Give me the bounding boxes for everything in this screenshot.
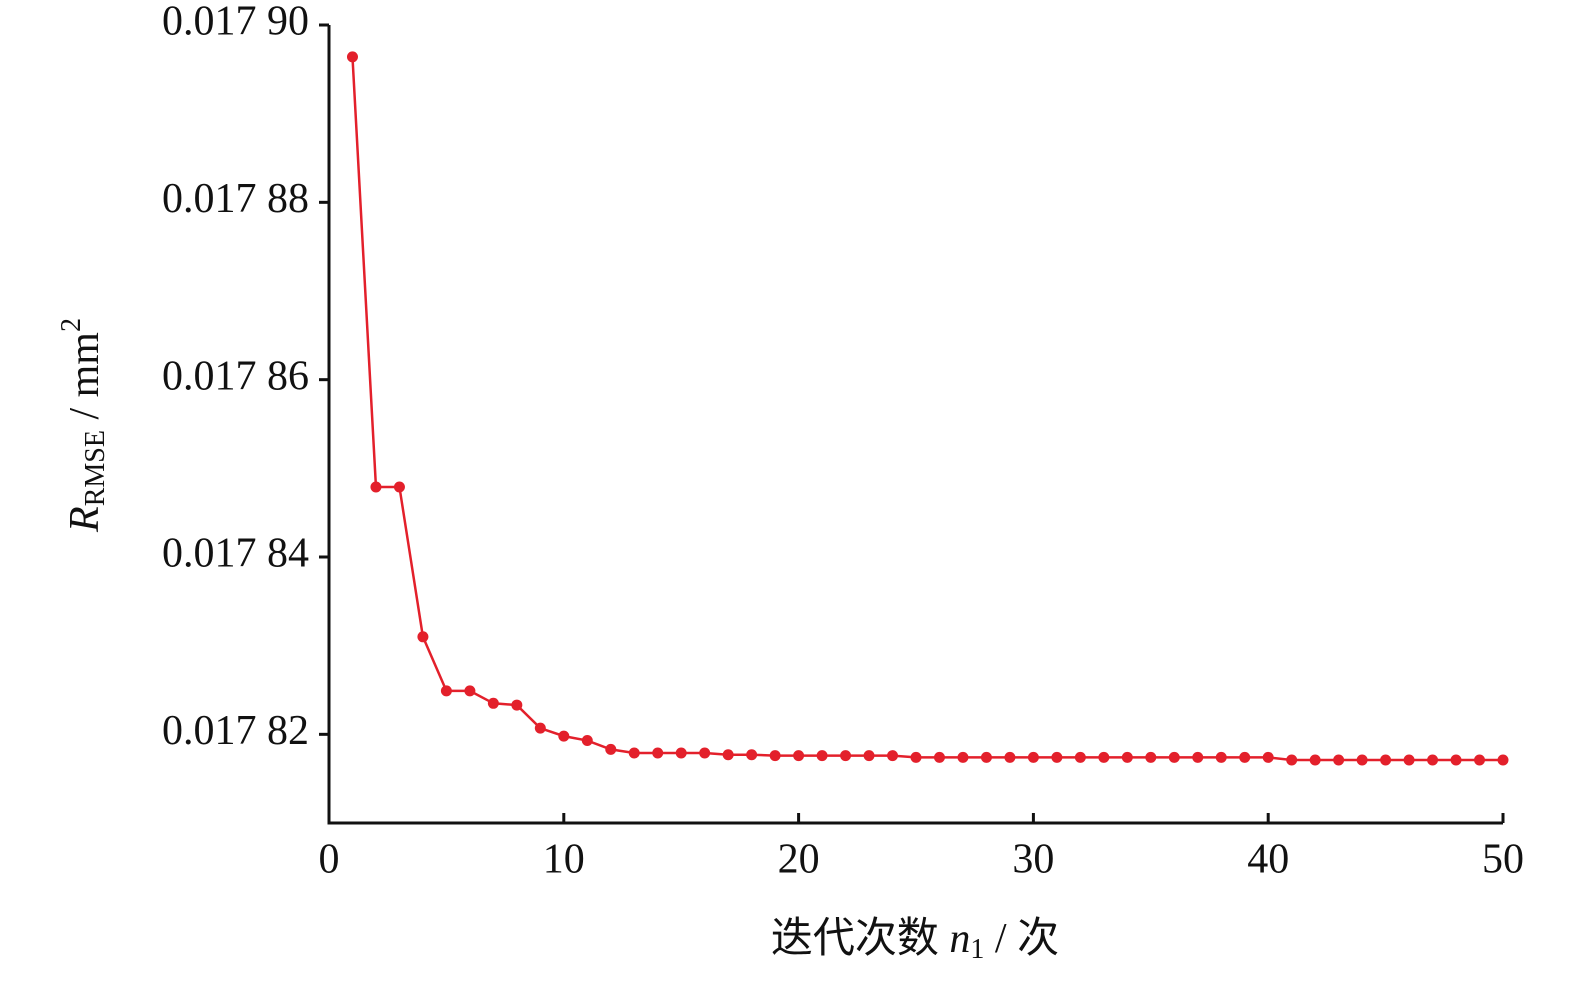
data-point	[1027, 751, 1039, 763]
data-point	[1286, 754, 1298, 766]
data-point	[722, 749, 734, 761]
data-point	[511, 699, 523, 711]
data-line	[351, 56, 1503, 762]
y-axis-label-group: RRMSE / mm2	[56, 318, 111, 533]
data-point	[440, 685, 452, 697]
y-label-superscript: 2	[56, 318, 87, 332]
data-point	[1474, 754, 1486, 766]
y-tick-label: 0.017 82	[162, 708, 309, 754]
data-point	[605, 743, 617, 755]
data-point	[793, 750, 805, 762]
data-point	[1380, 754, 1392, 766]
x-label-symbol: n	[949, 916, 970, 962]
data-point	[1403, 754, 1415, 766]
data-point	[487, 697, 499, 709]
data-point	[933, 751, 945, 763]
data-point	[1192, 751, 1204, 763]
data-point	[346, 51, 358, 63]
data-point	[769, 750, 781, 762]
y-label-unit: / mm	[62, 332, 108, 430]
data-point	[534, 722, 546, 734]
data-point	[628, 747, 640, 759]
data-point	[1262, 751, 1274, 763]
data-point	[464, 685, 476, 697]
x-axis-label: 迭代次数 n1 / 次	[771, 916, 1059, 966]
data-point	[1333, 754, 1345, 766]
y-tick-label: 0.017 88	[162, 176, 309, 222]
data-point	[370, 481, 382, 493]
data-point	[652, 747, 664, 759]
x-tick-label: 40	[1247, 837, 1289, 883]
data-point	[863, 750, 875, 762]
data-point	[1427, 754, 1439, 766]
data-point	[417, 631, 429, 643]
y-tick-label: 0.017 86	[162, 353, 309, 399]
x-tick-label: 10	[543, 837, 585, 883]
data-point	[393, 481, 405, 493]
x-tick-label: 20	[778, 837, 820, 883]
x-label-text: 迭代次数	[771, 916, 950, 962]
y-tick-label: 0.017 84	[162, 531, 309, 577]
data-point	[1239, 751, 1251, 763]
data-point	[1497, 754, 1509, 766]
data-point	[1450, 754, 1462, 766]
x-tick-label: 30	[1012, 837, 1054, 883]
data-point	[840, 750, 852, 762]
data-point	[1074, 751, 1086, 763]
data-point	[558, 730, 570, 742]
y-tick-label: 0.017 90	[162, 0, 309, 45]
x-tick-label: 0	[319, 837, 340, 883]
data-point	[1215, 751, 1227, 763]
data-point	[957, 751, 969, 763]
y-axis-label: RRMSE / mm2	[56, 318, 111, 533]
data-point	[887, 750, 899, 762]
data-point	[910, 751, 922, 763]
data-point	[1098, 751, 1110, 763]
x-tick-label: 50	[1482, 837, 1524, 883]
data-point	[1168, 751, 1180, 763]
data-point	[816, 750, 828, 762]
x-label-subscript: 1	[970, 934, 984, 965]
data-point	[746, 749, 758, 761]
data-point	[699, 747, 711, 759]
data-point	[1356, 754, 1368, 766]
data-point	[980, 751, 992, 763]
y-label-subscript: RMSE	[80, 430, 111, 506]
data-point	[1051, 751, 1063, 763]
data-point	[675, 747, 687, 759]
data-point	[1309, 754, 1321, 766]
y-label-symbol: R	[62, 506, 108, 533]
data-point	[1145, 751, 1157, 763]
data-point	[1004, 751, 1016, 763]
x-label-unit: / 次	[984, 916, 1059, 962]
data-point	[581, 735, 593, 747]
data-point	[1121, 751, 1133, 763]
